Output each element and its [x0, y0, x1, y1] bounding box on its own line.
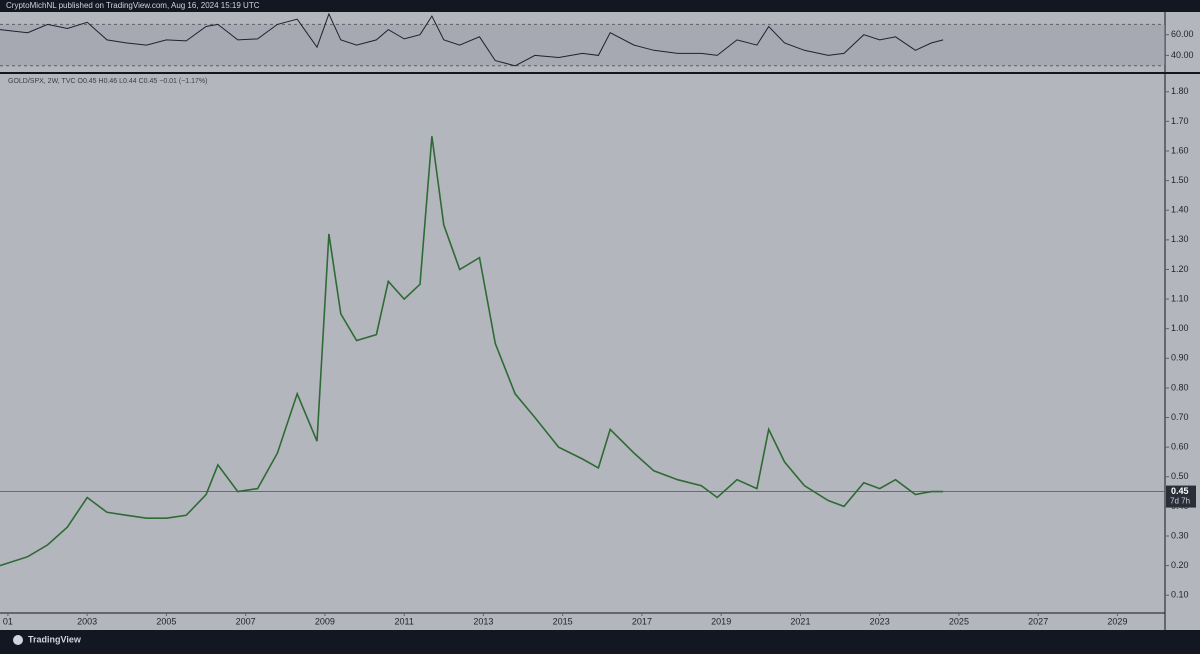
background: [0, 12, 1200, 630]
x-tick-label: 2025: [949, 616, 969, 626]
y-tick-label: 0.50: [1171, 471, 1189, 481]
y-tick-label: 60.00: [1171, 29, 1194, 39]
y-tick-label: 1.80: [1171, 86, 1189, 96]
x-tick-label: 2029: [1107, 616, 1127, 626]
last-price-label: 0.45: [1171, 486, 1189, 496]
brand-logo: [13, 635, 23, 645]
x-tick-label: 2005: [156, 616, 176, 626]
x-tick-label: 2003: [77, 616, 97, 626]
rsi-band: [0, 24, 1165, 66]
legend: GOLD/SPX, 2W, TVC O0.45 H0.46 L0.44 C0.4…: [8, 78, 207, 85]
y-tick-label: 0.90: [1171, 353, 1189, 363]
x-tick-label: 2007: [236, 616, 256, 626]
y-tick-label: 0.70: [1171, 412, 1189, 422]
x-tick-label: 2017: [632, 616, 652, 626]
rsi-line: [0, 12, 944, 67]
y-tick-label: 0.60: [1171, 442, 1189, 452]
x-tick-label: 2023: [870, 616, 890, 626]
x-tick-label: 2011: [395, 616, 414, 626]
y-tick-label: 1.10: [1171, 293, 1189, 303]
y-tick-label: 40.00: [1171, 50, 1194, 60]
brand: TradingView: [28, 634, 82, 644]
x-tick-label: 2027: [1028, 616, 1048, 626]
y-tick-label: 1.20: [1171, 264, 1189, 274]
y-tick-label: 1.40: [1171, 205, 1189, 215]
y-tick-label: 1.60: [1171, 145, 1189, 155]
header: CryptoMichNL published on TradingView.co…: [6, 1, 260, 10]
y-tick-label: 1.50: [1171, 175, 1189, 185]
countdown: 7d 7h: [1170, 497, 1190, 506]
y-tick-label: 0.80: [1171, 382, 1189, 392]
y-tick-label: 1.70: [1171, 116, 1189, 126]
y-tick-label: 0.30: [1171, 530, 1189, 540]
last-price-box: [1166, 485, 1196, 508]
price-line: [0, 136, 944, 567]
x-tick-label: 2013: [473, 616, 493, 626]
y-tick-label: 1.00: [1171, 323, 1189, 333]
x-tick-label: 01: [3, 616, 13, 626]
y-tick-label: 0.10: [1171, 590, 1189, 600]
x-tick-label: 2019: [711, 616, 731, 626]
y-tick-label: 1.30: [1171, 234, 1189, 244]
x-tick-label: 2015: [553, 616, 573, 626]
x-tick-label: 2021: [790, 616, 810, 626]
y-tick-label: 0.20: [1171, 560, 1189, 570]
x-tick-label: 2009: [315, 616, 335, 626]
